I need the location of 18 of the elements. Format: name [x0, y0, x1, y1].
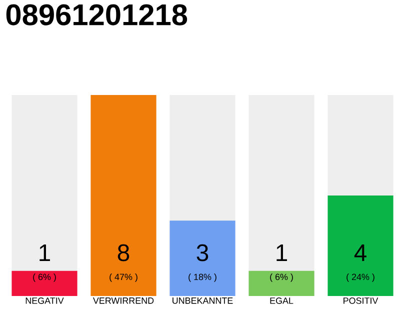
x-tick-label: VERWIRREND [92, 298, 154, 304]
data-label: 4 [354, 244, 366, 261]
data-label: 1 [276, 244, 287, 261]
chart-title: 08961201218 [6, 4, 188, 26]
annotation: ( 18% ) [188, 274, 216, 282]
bar [248, 270, 314, 296]
data-label: 8 [118, 244, 130, 262]
annotation: ( 24% ) [346, 274, 374, 282]
annotation: ( 47% ) [110, 274, 138, 282]
annotation: ( 6% ) [33, 274, 56, 282]
x-tick-label: NEGATIV [26, 298, 64, 304]
x-tick-label: POSITIV [344, 298, 378, 304]
x-tick-label: UNBEKANNTE [172, 298, 233, 304]
x-tick-label: EGAL [270, 298, 294, 304]
annotation: ( 6% ) [270, 274, 293, 282]
bar [12, 270, 78, 296]
data-label: 3 [196, 244, 208, 262]
data-label: 1 [40, 244, 50, 261]
